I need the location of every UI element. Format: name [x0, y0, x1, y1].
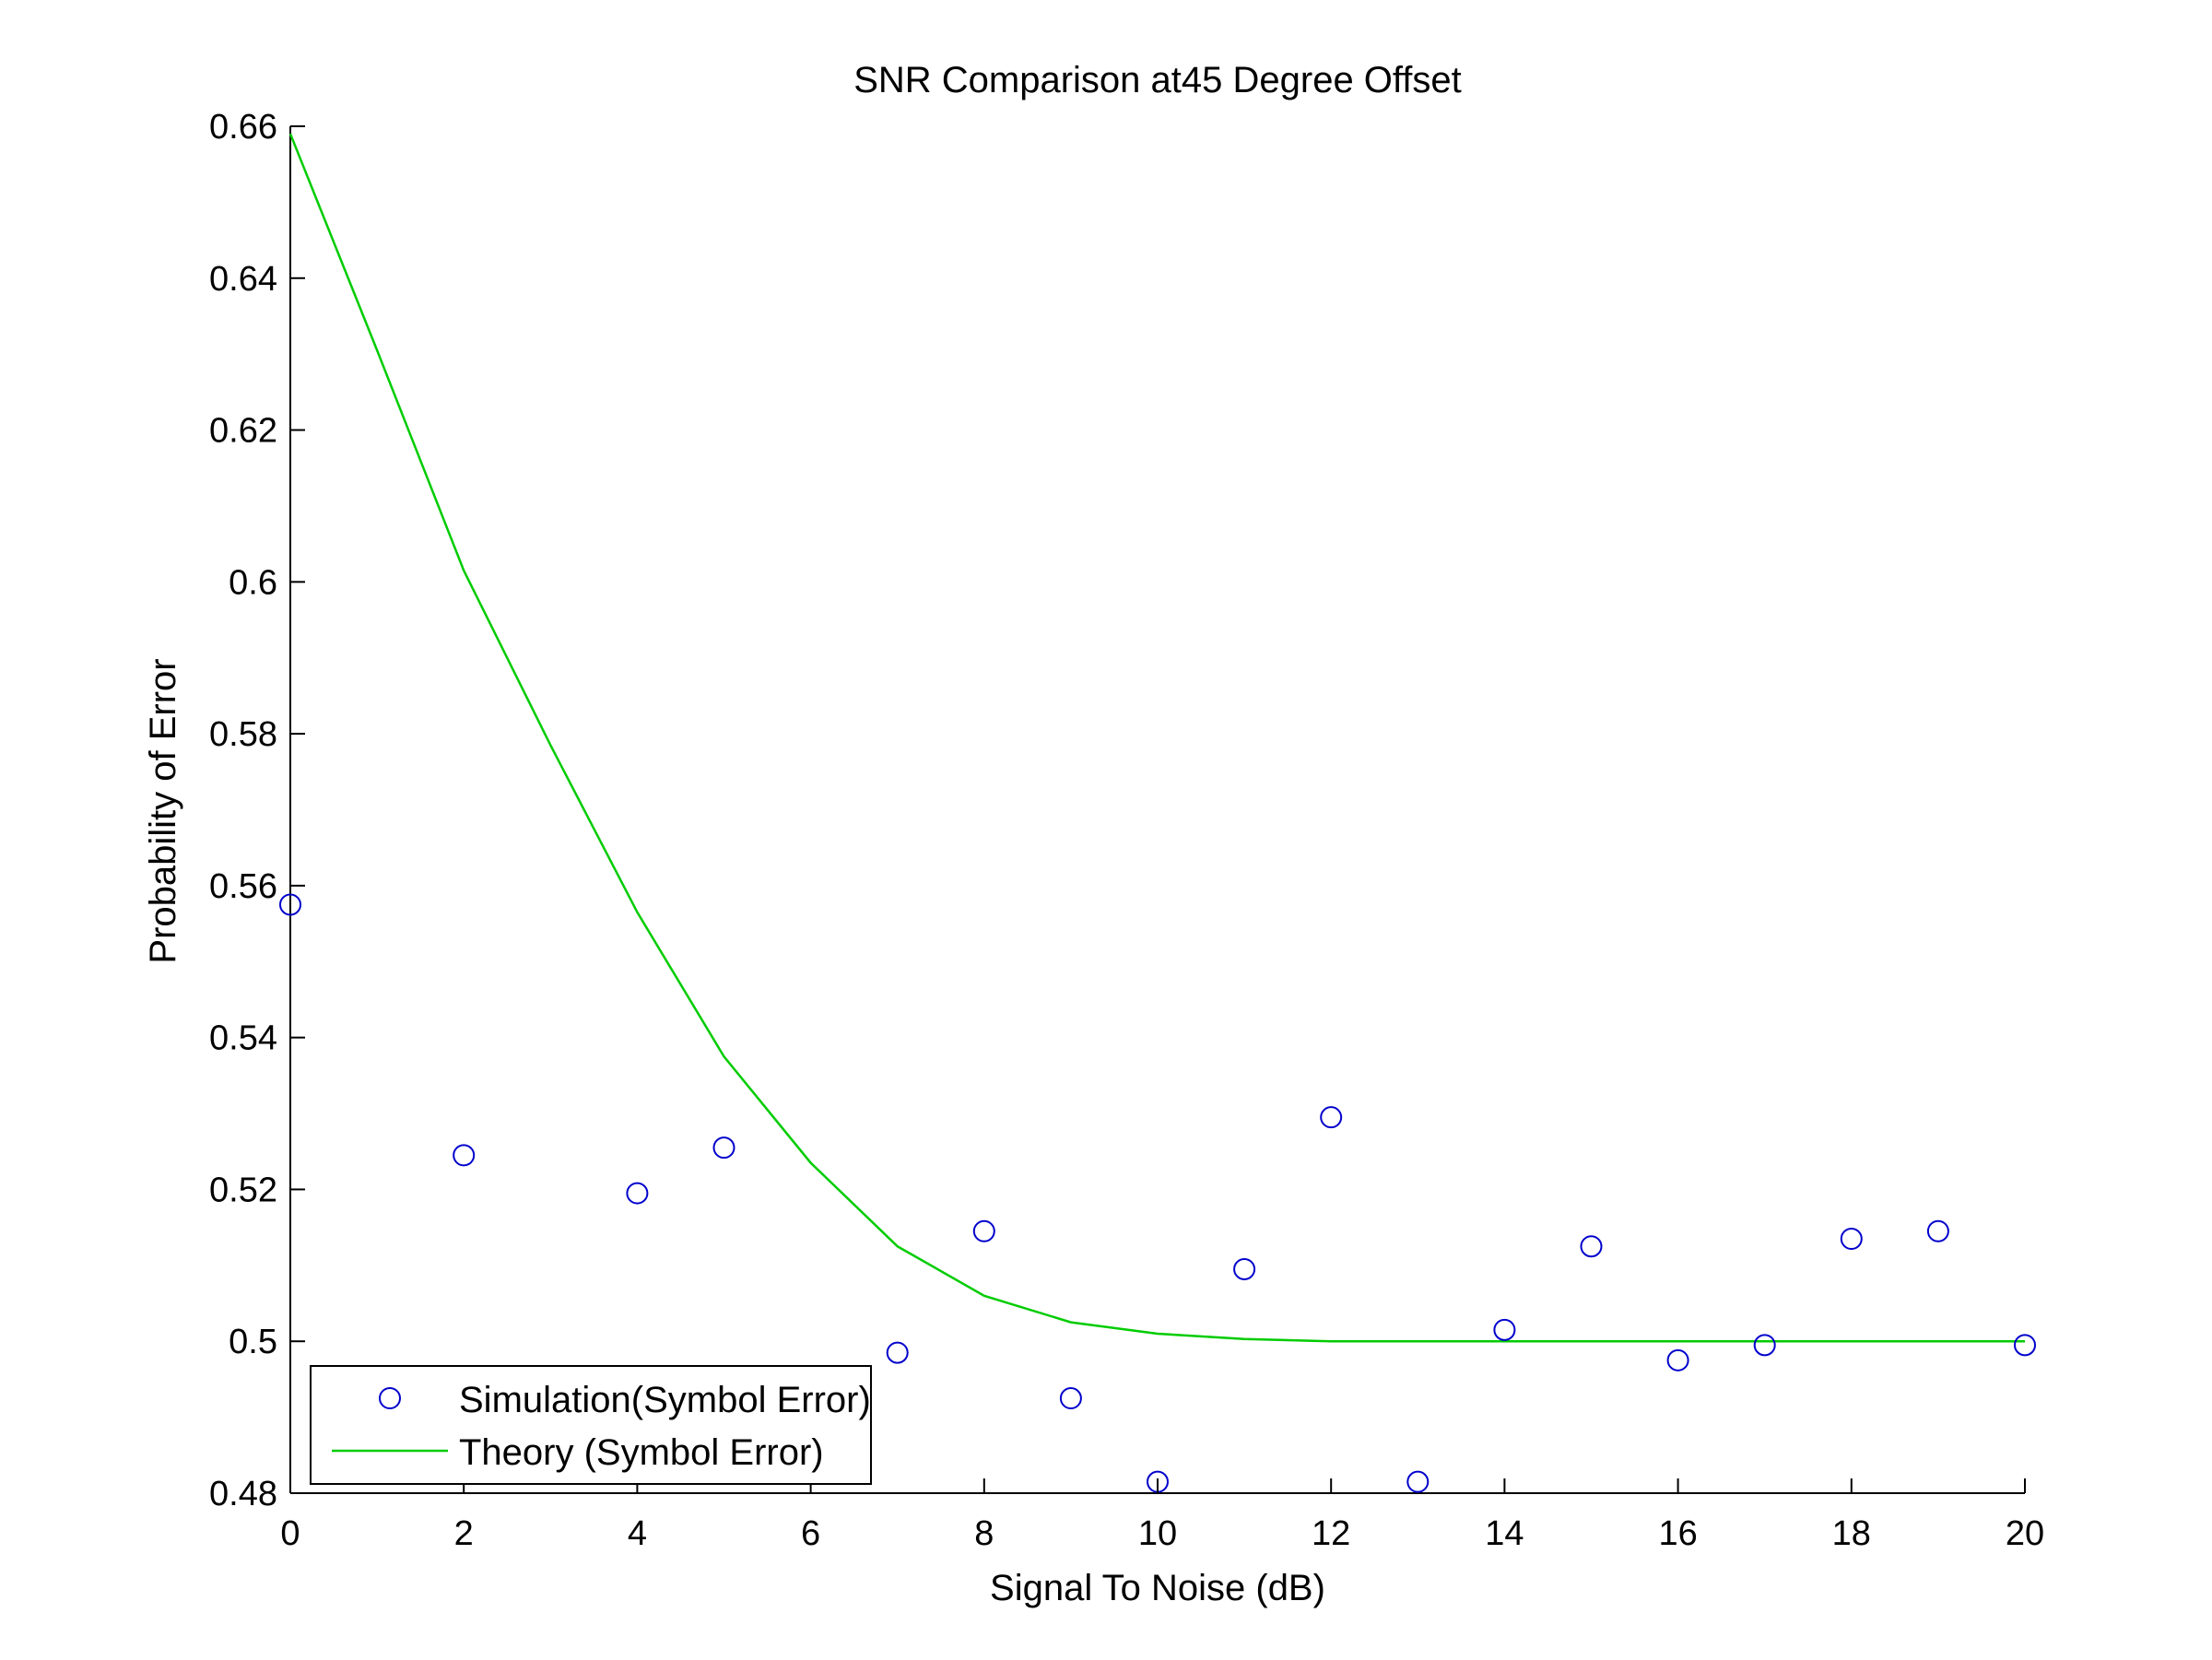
- simulation-point: [1059, 1387, 1082, 1410]
- legend: Simulation(Symbol Error) Theory (Symbol E…: [310, 1365, 872, 1485]
- x-tick-label: 18: [1832, 1514, 1871, 1553]
- simulation-point: [279, 893, 301, 916]
- legend-theory-label: Theory (Symbol Error): [459, 1432, 824, 1473]
- simulation-point: [1753, 1334, 1776, 1357]
- y-tick-label: 0.5: [229, 1323, 277, 1361]
- simulation-point: [1926, 1219, 1949, 1242]
- simulation-point: [1580, 1235, 1603, 1258]
- x-tick-label: 16: [1658, 1514, 1697, 1553]
- simulation-point: [1666, 1348, 1689, 1372]
- y-tick-label: 0.56: [209, 867, 277, 906]
- x-tick-label: 8: [974, 1514, 994, 1553]
- y-tick-label: 0.54: [209, 1019, 277, 1058]
- simulation-point: [712, 1136, 735, 1160]
- x-tick-label: 2: [454, 1514, 474, 1553]
- theory-series: [288, 133, 2025, 1343]
- x-axis-label: Signal To Noise (dB): [990, 1568, 1325, 1608]
- x-tick-label: 4: [628, 1514, 647, 1553]
- simulation-point: [1493, 1318, 1516, 1341]
- simulation-point: [972, 1219, 995, 1242]
- x-tick-label: 12: [1312, 1514, 1350, 1553]
- legend-simulation-marker: [379, 1387, 401, 1409]
- y-axis: 0.48 0.5 0.52 0.54 0.56 0.58 0.6 0.62 0.64 0.66: [209, 108, 305, 1513]
- y-tick-label: 0.62: [209, 412, 277, 451]
- simulation-point: [1406, 1470, 1430, 1493]
- simulation-point: [2014, 1334, 2036, 1357]
- y-tick-label: 0.64: [209, 260, 277, 299]
- simulation-point: [1233, 1257, 1256, 1280]
- y-tick-label: 0.48: [209, 1475, 277, 1513]
- legend-simulation-label: Simulation(Symbol Error): [459, 1380, 871, 1420]
- simulation-point: [453, 1144, 476, 1167]
- simulation-point: [1840, 1227, 1863, 1250]
- chart-title: SNR Comparison at45 Degree Offset: [853, 60, 1462, 100]
- x-tick-label: 6: [801, 1514, 820, 1553]
- y-tick-label: 0.52: [209, 1171, 277, 1209]
- theory-line: [288, 133, 2025, 1343]
- x-tick-label: 0: [280, 1514, 300, 1553]
- simulation-series: [279, 893, 2036, 1493]
- x-tick-label: 20: [2006, 1514, 2044, 1553]
- y-tick-label: 0.6: [229, 563, 277, 602]
- simulation-point: [1320, 1106, 1343, 1129]
- simulation-point: [626, 1182, 649, 1205]
- simulation-point: [886, 1341, 909, 1364]
- y-tick-label: 0.66: [209, 108, 277, 147]
- x-tick-label: 10: [1138, 1514, 1177, 1553]
- x-tick-label: 14: [1485, 1514, 1524, 1553]
- y-axis-label: Probability of Error: [143, 658, 183, 963]
- legend-box: [310, 1365, 872, 1485]
- y-tick-label: 0.58: [209, 715, 277, 754]
